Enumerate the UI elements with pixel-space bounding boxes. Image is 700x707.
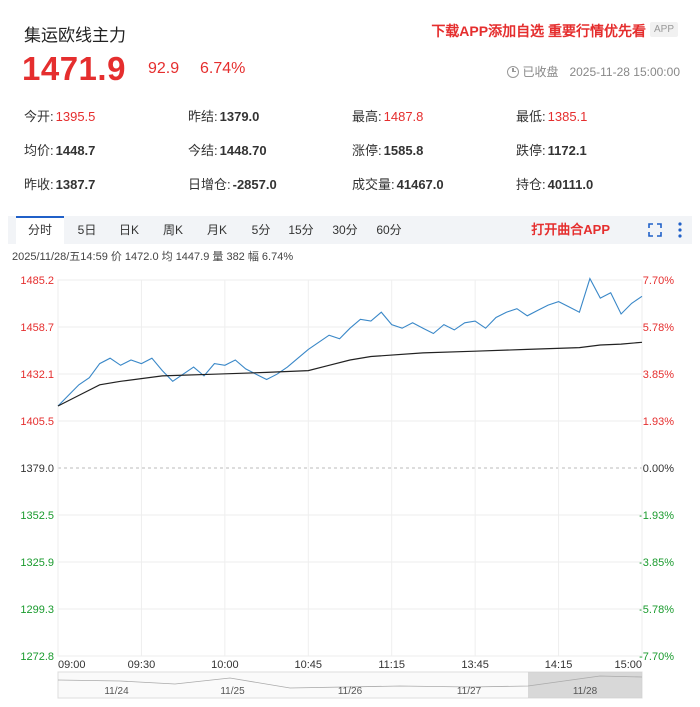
stat-limit-up: 涨停: 1585.8: [352, 143, 424, 158]
open-app-button[interactable]: 打开曲合APP: [531, 222, 610, 237]
chart-frame: [57, 279, 643, 657]
y-tick-label: 1405.5: [20, 416, 54, 428]
navigator-date-label: 11/28: [573, 686, 598, 697]
pct-tick-label: 5.78%: [643, 322, 674, 334]
quote-datetime: 2025-11-28 15:00:00: [569, 64, 680, 79]
y-tick-label: 1272.8: [20, 651, 54, 663]
market-status: 已收盘 2025-11-28 15:00:00: [507, 63, 680, 80]
stat-open: 今开: 1395.5: [24, 109, 96, 124]
intraday-chart[interactable]: 1485.2 7.70% 1458.7 5.78% 1432.1 3.85% 1405.5 1…: [0, 264, 700, 707]
y-tick-label: 1379.0: [20, 463, 54, 475]
navigator-date-label: 11/24: [104, 686, 129, 697]
pct-tick-label: 7.70%: [643, 275, 674, 287]
stat-oi-change: 日增仓: -2857.0: [188, 177, 277, 192]
x-tick-label: 15:00: [614, 659, 642, 671]
x-tick-label: 10:45: [295, 659, 323, 671]
stat-settle: 今结: 1448.70: [188, 143, 267, 158]
x-tick-label: 11:15: [378, 659, 405, 671]
price-change-pct: 6.74%: [200, 60, 246, 77]
stat-avg: 均价: 1448.7: [24, 143, 96, 158]
x-tick-label: 09:00: [58, 659, 86, 671]
download-app-link[interactable]: 下载APP添加自选 重要行情优先看: [431, 23, 646, 39]
pct-tick-label: -7.70%: [639, 651, 674, 663]
pct-tick-label: 1.93%: [643, 416, 674, 428]
tab-intraday[interactable]: 分时: [16, 216, 64, 244]
y-tick-label: 1432.1: [20, 369, 54, 381]
pct-tick-label: -3.85%: [639, 557, 674, 569]
pct-tick-label: -1.93%: [639, 510, 674, 522]
y-tick-label: 1299.3: [20, 604, 54, 616]
stat-prev-settle: 昨结: 1379.0: [188, 109, 260, 124]
tab-15min[interactable]: 15分: [288, 223, 314, 237]
x-tick-label: 13:45: [461, 659, 489, 671]
tab-5min[interactable]: 5分: [251, 223, 271, 237]
tab-monthly-k[interactable]: 月K: [206, 223, 227, 237]
avg-price-line: [57, 341, 643, 407]
fullscreen-icon[interactable]: [648, 223, 662, 237]
more-icon[interactable]: [678, 222, 682, 238]
pct-tick-label: 3.85%: [643, 369, 674, 381]
navigator-date-label: 11/26: [338, 686, 363, 697]
x-tick-label: 14:15: [545, 659, 573, 671]
pct-tick-label: -5.78%: [639, 604, 674, 616]
y-tick-label: 1352.5: [20, 510, 54, 522]
x-tick-label: 10:00: [211, 659, 239, 671]
stat-high: 最高: 1487.8: [352, 109, 424, 124]
stat-low: 最低: 1385.1: [516, 109, 588, 124]
last-price: 1471.9: [22, 50, 126, 87]
tab-60min[interactable]: 60分: [376, 223, 402, 237]
crosshair-info: 2025/11/28/五14:59 价 1472.0 均 1447.9 量 38…: [12, 251, 294, 263]
tab-5day[interactable]: 5日: [77, 223, 97, 237]
price-line: [57, 277, 643, 407]
period-tabs: 分时 5日 日K 周K 月K 5分 15分 30分 60分 打开曲合APP: [8, 216, 692, 244]
x-tick-label: 09:30: [128, 659, 156, 671]
contract-title: 集运欧线主力: [24, 26, 126, 45]
stat-open-interest: 持仓: 40111.0: [516, 177, 594, 192]
app-badge[interactable]: APP: [649, 22, 678, 37]
tab-30min[interactable]: 30分: [332, 223, 358, 237]
stat-limit-down: 跌停: 1172.1: [516, 143, 587, 158]
price-change: 92.9: [148, 60, 180, 77]
clock-icon: [507, 65, 520, 78]
tab-daily-k[interactable]: 日K: [118, 223, 139, 237]
pct-tick-label: 0.00%: [643, 463, 674, 475]
status-text: 已收盘: [522, 65, 559, 79]
stat-volume: 成交量: 41467.0: [352, 177, 444, 192]
navigator-line: [57, 675, 643, 689]
y-tick-label: 1485.2: [20, 275, 54, 287]
y-tick-label: 1325.9: [20, 557, 54, 569]
tab-weekly-k[interactable]: 周K: [162, 223, 183, 237]
navigator-date-label: 11/25: [220, 686, 245, 697]
navigator-date-label: 11/27: [457, 686, 482, 697]
stat-prev-close: 昨收: 1387.7: [24, 177, 96, 192]
y-tick-label: 1458.7: [20, 322, 54, 334]
quote-header: 集运欧线主力 下载APP添加自选 重要行情优先看 APP 1471.9 92.9…: [0, 0, 700, 100]
